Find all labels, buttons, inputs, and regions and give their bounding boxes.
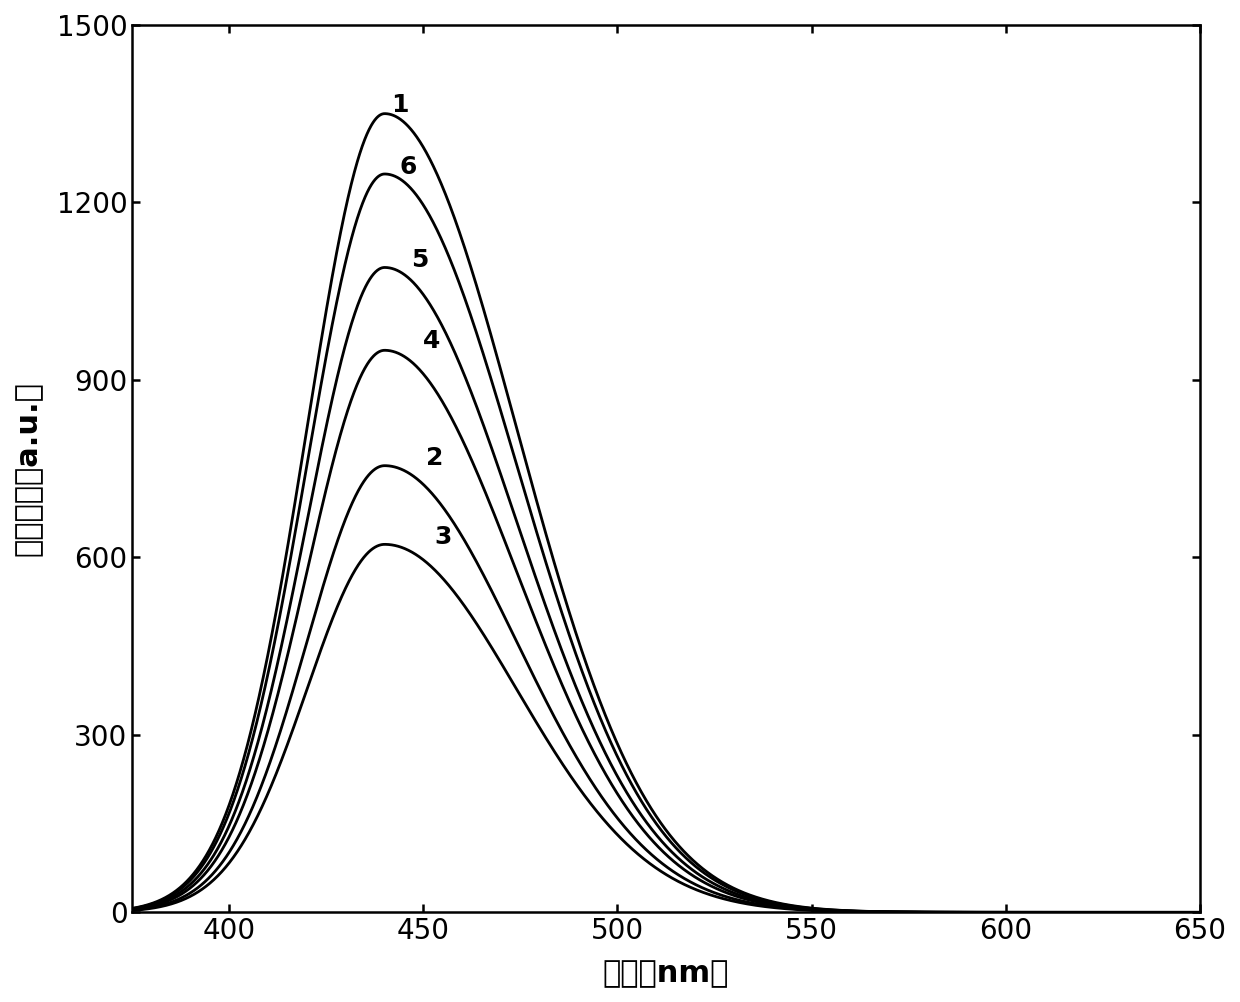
X-axis label: 波长（nm）: 波长（nm） [603,959,729,988]
Text: 5: 5 [410,247,428,272]
Text: 6: 6 [399,155,417,179]
Text: 2: 2 [427,446,444,470]
Text: 3: 3 [434,525,451,549]
Y-axis label: 药光强度（a.u.）: 药光强度（a.u.） [14,381,43,556]
Text: 1: 1 [392,93,409,117]
Text: 4: 4 [423,330,440,354]
